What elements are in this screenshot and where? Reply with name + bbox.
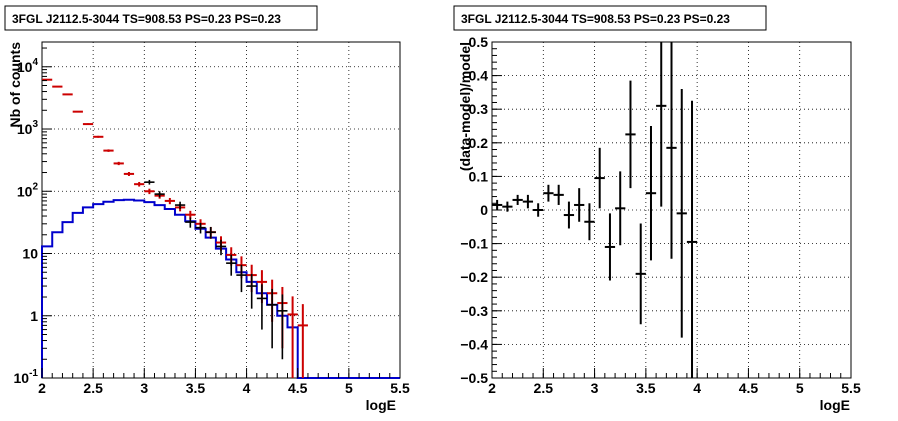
x-tick-label: 2.5 [534,380,554,396]
y-tick-label: −0.4 [460,336,488,352]
y-tick-base: 10 [17,121,33,137]
plot-frame [41,41,401,379]
x-tick-label: 4.5 [739,380,759,396]
y-tick-base: 10 [17,59,33,75]
y-tick-base: 1 [30,308,38,324]
x-axis-label: logE [820,397,850,413]
x-tick-label: 4 [693,380,701,396]
x-tick-label: 4 [243,380,251,396]
x-tick-label: 5 [345,380,353,396]
y-axis-label: Nb of counts [7,42,23,128]
chart-title: 3FGL J2112.5-3044 TS=908.53 PS=0.23 PS=0… [12,12,281,26]
gridlines [42,42,400,378]
y-tick-exponent: 2 [32,181,38,192]
title-box [4,5,318,31]
x-tick-label: 3.5 [636,380,656,396]
y-tick-base: 10 [17,183,33,199]
y-tick-label: 10 [22,246,38,262]
x-tick-label: 5.5 [390,380,410,396]
y-tick-label: −0.2 [460,269,488,285]
x-tick-label: 3.5 [186,380,206,396]
y-tick-label: 0.1 [469,168,489,184]
x-tick-label: 5.5 [841,380,861,396]
gridlines [492,42,851,378]
x-tick-label: 2.5 [83,380,103,396]
title-box [453,5,767,31]
y-tick-label: 10-1 [14,368,39,386]
y-tick-label: 104 [17,57,39,75]
y-tick-exponent: -1 [29,368,38,379]
x-axis-label: logE [366,397,396,413]
y-tick-label: −0.3 [460,303,488,319]
data-marks [492,42,698,378]
y-tick-label: 0.3 [469,101,489,117]
y-tick-base: 10 [14,370,30,386]
x-tick-label: 4.5 [288,380,308,396]
y-tick-base: 10 [22,246,38,262]
y-tick-label: −0.5 [460,370,488,386]
axis-ticks: 2 2.5 3 3.5 4 4.5 5 5.5 −0.5 −0.4 −0.3 −0.2 −0.1 0 0.1… [460,34,861,396]
y-tick-label: 0.4 [469,68,489,84]
counts-panel: 3FGL J2112.5-3044 TS=908.53 PS=0.23 PS=0… [4,5,410,413]
x-tick-label: 2 [38,380,46,396]
y-tick-label: 102 [17,181,39,199]
y-tick-exponent: 4 [32,57,38,68]
chart-title: 3FGL J2112.5-3044 TS=908.53 PS=0.23 PS=0… [461,12,730,26]
y-tick-label: 0.5 [469,34,489,50]
x-tick-label: 2 [488,380,496,396]
y-axis-label: (data-model)/model [457,42,473,171]
y-tick-label: 103 [17,119,39,137]
x-tick-label: 5 [796,380,804,396]
residual-panel: 3FGL J2112.5-3044 TS=908.53 PS=0.23 PS=0… [453,5,861,413]
x-tick-label: 3 [591,380,599,396]
x-tick-label: 3 [140,380,148,396]
y-tick-label: 0.2 [469,135,489,151]
y-tick-exponent: 3 [32,119,38,130]
y-tick-label: 0 [480,202,488,218]
y-tick-label: −0.1 [460,236,488,252]
y-tick-label: 1 [30,308,38,324]
